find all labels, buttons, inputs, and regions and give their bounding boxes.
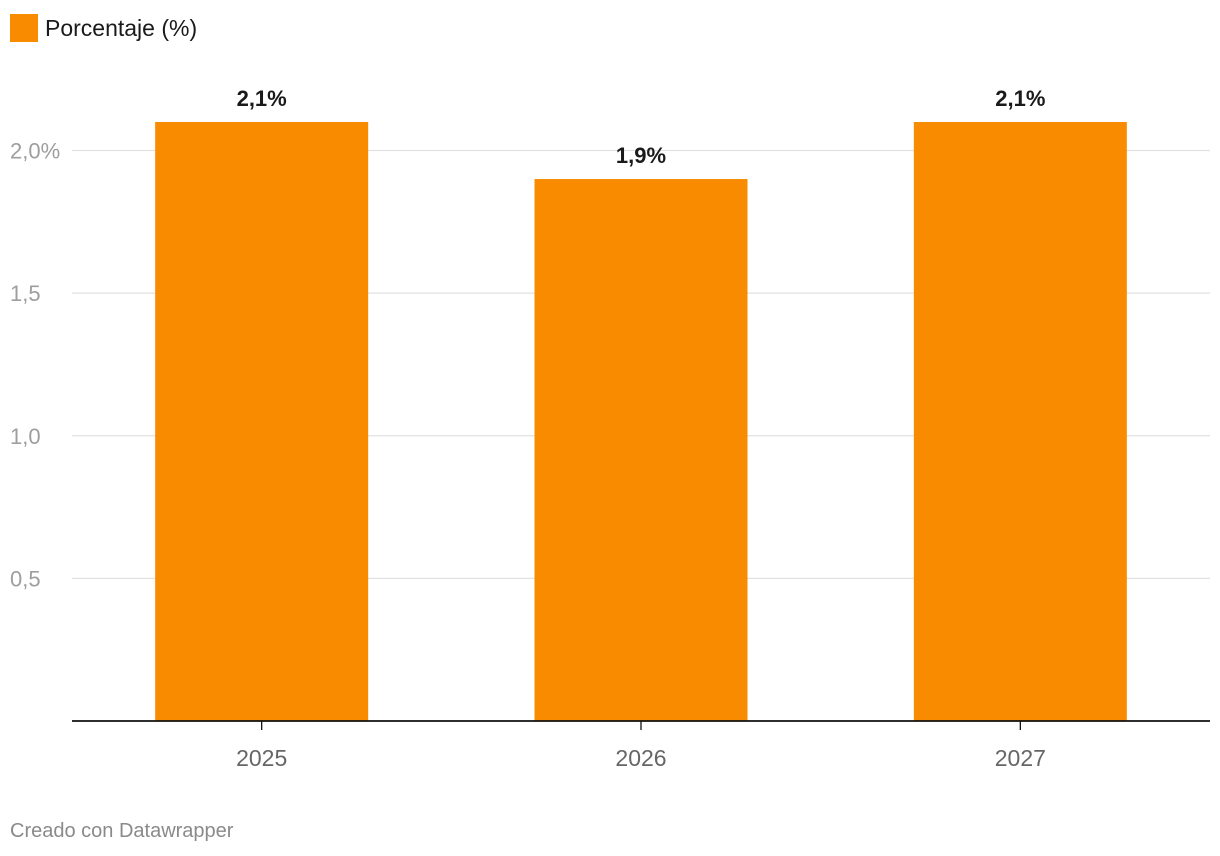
y-tick-label: 0,5 bbox=[10, 566, 41, 591]
bar-2026 bbox=[534, 179, 748, 722]
data-label-2027: 2,1% bbox=[995, 86, 1045, 111]
legend-label: Porcentaje (%) bbox=[45, 15, 197, 41]
x-tick-label-2025: 2025 bbox=[236, 745, 287, 771]
data-label-2025: 2,1% bbox=[237, 86, 287, 111]
x-tick-label-2027: 2027 bbox=[995, 745, 1046, 771]
legend: Porcentaje (%) bbox=[10, 14, 197, 42]
data-labels: 2,1% 1,9% 2,1% bbox=[237, 86, 1046, 168]
bar-2025 bbox=[155, 122, 369, 721]
x-tick-label-2026: 2026 bbox=[615, 745, 666, 771]
y-tick-label: 1,5 bbox=[10, 281, 41, 306]
y-tick-label: 2,0% bbox=[10, 139, 60, 164]
bars bbox=[155, 122, 1127, 722]
data-label-2026: 1,9% bbox=[616, 143, 666, 168]
bar-2027 bbox=[913, 122, 1127, 721]
footer-credit: Creado con Datawrapper bbox=[10, 820, 234, 842]
x-axis-ticks: 2025 2026 2027 bbox=[236, 721, 1046, 771]
y-tick-label: 1,0 bbox=[10, 424, 41, 449]
y-axis-tick-labels: 0,5 1,0 1,5 2,0% bbox=[10, 139, 60, 592]
legend-swatch bbox=[10, 14, 38, 42]
